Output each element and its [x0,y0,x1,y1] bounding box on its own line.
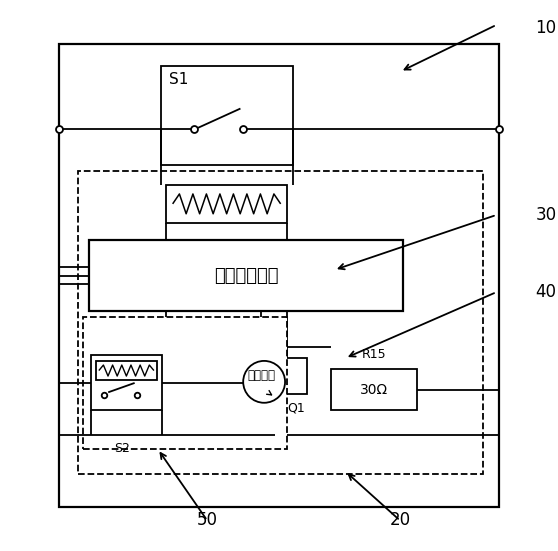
Text: Q1: Q1 [287,401,305,414]
Bar [215,358,306,394]
Text: 智能控制模块: 智能控制模块 [214,267,278,284]
Bar [89,240,403,311]
Text: 50: 50 [197,511,218,529]
Text: 20: 20 [389,511,411,529]
Bar [78,171,483,474]
Text: R15: R15 [362,348,386,361]
Text: 30Ω: 30Ω [360,383,388,397]
Text: S1: S1 [169,72,188,88]
Text: 30: 30 [535,206,556,224]
Text: 10: 10 [535,19,556,37]
Text: S2: S2 [114,442,130,455]
Bar [96,361,157,380]
Bar [90,355,162,410]
Bar [331,369,417,410]
Bar [161,66,293,165]
Bar [59,44,499,507]
Text: 隔离驱动: 隔离驱动 [247,369,275,382]
Bar [166,185,287,223]
Text: 40: 40 [535,283,556,301]
Bar [83,317,287,449]
